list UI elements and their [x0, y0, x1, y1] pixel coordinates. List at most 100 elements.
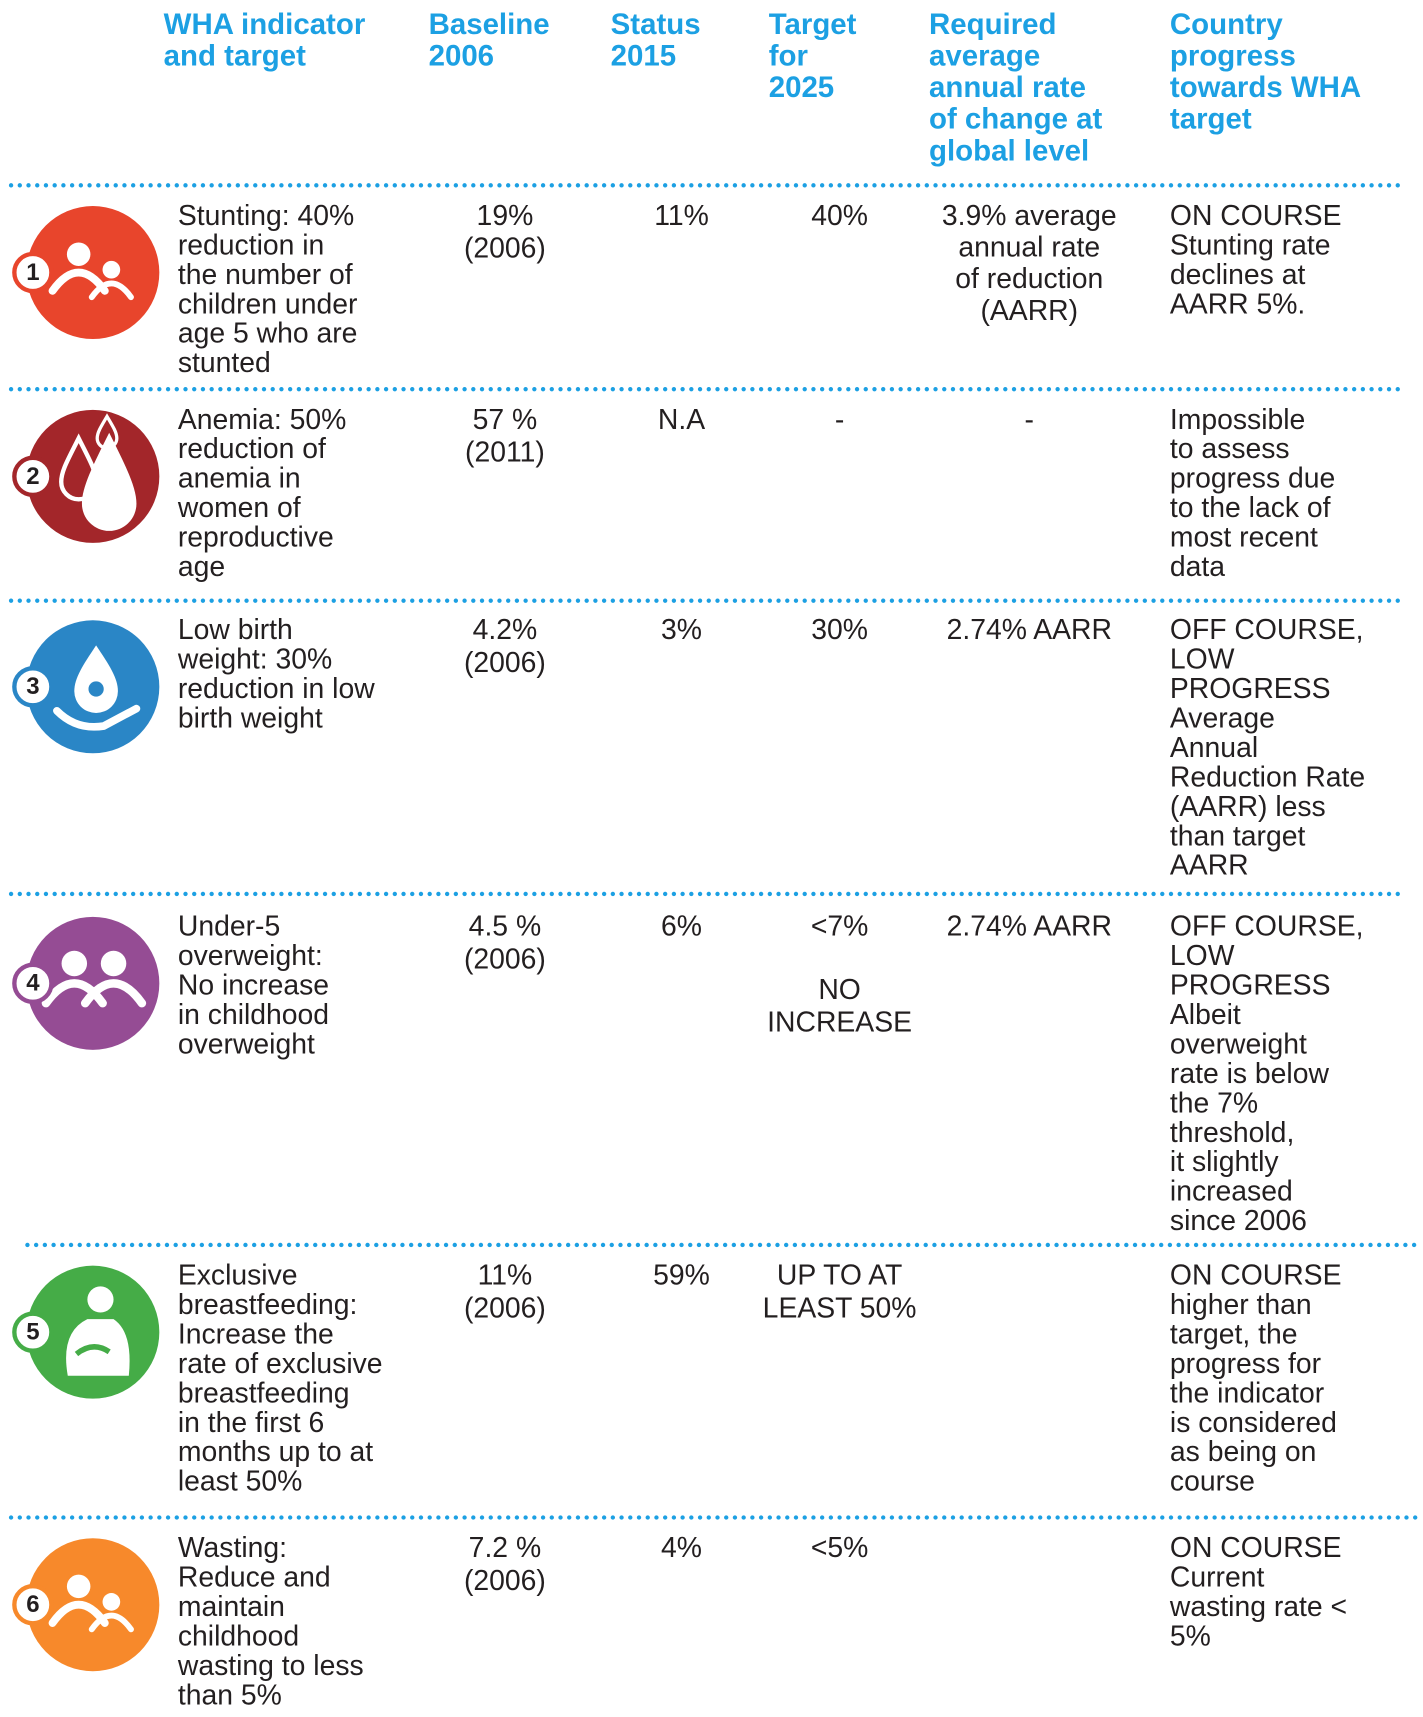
icon-part — [74, 645, 118, 713]
indicator: stunted — [178, 347, 271, 379]
progress: OFF COURSE, — [1170, 614, 1364, 646]
progress: target, the — [1170, 1318, 1298, 1350]
indicator: age 5 who are — [178, 318, 358, 350]
header-label: target — [1170, 103, 1252, 136]
header-label: WHA indicator — [164, 8, 366, 41]
icon-part — [102, 1593, 121, 1611]
progress: LOW — [1170, 644, 1235, 676]
indicator: No increase — [178, 970, 329, 1002]
icon-part — [66, 1574, 91, 1599]
baseline: 4.2% — [473, 614, 538, 646]
baseline: 19% — [477, 200, 534, 232]
progress: rate is below — [1170, 1058, 1330, 1090]
progress: to the lack of — [1170, 492, 1331, 524]
header-label: Country — [1170, 8, 1283, 41]
progress: it slightly — [1170, 1146, 1279, 1178]
indicator: maintain — [178, 1591, 285, 1623]
indicator-icon: 5 — [12, 1265, 160, 1399]
indicator: reduction of — [178, 433, 326, 465]
progress: the indicator — [1170, 1377, 1324, 1409]
progress: than target — [1170, 820, 1306, 852]
row-number: 6 — [26, 1591, 39, 1618]
icon-part — [87, 1286, 114, 1313]
progress: is considered — [1170, 1407, 1337, 1439]
status: 59% — [653, 1260, 710, 1292]
header-label: of change at — [929, 103, 1102, 136]
header-label: for — [769, 39, 808, 72]
icon-part — [80, 979, 147, 1008]
icon-circle — [26, 206, 160, 340]
icon-part — [81, 432, 137, 531]
progress: to assess — [1170, 433, 1290, 465]
progress: AARR 5%. — [1170, 288, 1305, 320]
status: 3% — [661, 614, 702, 646]
indicator: anemia in — [178, 463, 301, 495]
progress: LOW — [1170, 940, 1235, 972]
target-note: NO — [818, 974, 861, 1006]
target: - — [835, 404, 844, 436]
baseline: (2006) — [464, 647, 546, 679]
row-number: 3 — [26, 673, 39, 700]
target: 40% — [811, 200, 868, 232]
indicator: least 50% — [178, 1466, 302, 1498]
progress: course — [1170, 1466, 1255, 1498]
indicator: Wasting: — [178, 1532, 287, 1564]
header-label: 2015 — [611, 39, 676, 72]
icon-part — [88, 1612, 134, 1633]
progress: Reduction Rate — [1170, 761, 1365, 793]
indicator: reproductive — [178, 522, 334, 554]
header-label: average — [929, 39, 1040, 72]
indicator: weight: 30% — [177, 644, 332, 676]
indicator: Reduce and — [178, 1562, 331, 1594]
indicator: than 5% — [178, 1679, 282, 1711]
progress: ON COURSE — [1170, 1260, 1342, 1292]
header-label: and target — [164, 39, 306, 72]
baseline: 57 % — [473, 404, 538, 436]
indicator: overweight: — [178, 940, 323, 972]
progress: AARR — [1170, 850, 1249, 882]
header-label: 2025 — [769, 71, 834, 104]
indicator: childhood — [178, 1620, 299, 1652]
icon-part — [74, 1344, 111, 1357]
row-number: 5 — [26, 1319, 39, 1346]
indicator-icon: 4 — [12, 916, 160, 1050]
progress: 5% — [1170, 1620, 1211, 1652]
number-badge — [12, 962, 54, 1005]
icon-part — [41, 979, 107, 1008]
indicator: reduction in — [178, 229, 324, 261]
row-number: 1 — [26, 259, 39, 286]
indicator: children under — [178, 288, 358, 320]
rate: 3.9% average — [942, 200, 1117, 232]
target: <5% — [811, 1532, 869, 1564]
baseline: (2006) — [464, 1565, 546, 1597]
row-number: 2 — [26, 463, 39, 490]
progress: Impossible — [1170, 404, 1305, 436]
progress: as being on — [1170, 1436, 1316, 1468]
indicator: Increase the — [178, 1318, 334, 1350]
progress: overweight — [1170, 1028, 1307, 1060]
indicator: Anemia: 50% — [178, 404, 346, 436]
progress: ON COURSE — [1170, 200, 1342, 232]
header-label: Status — [611, 8, 701, 41]
progress: higher than — [1170, 1289, 1312, 1321]
status: 4% — [661, 1532, 702, 1564]
status: N.A — [658, 404, 705, 436]
header-label: Required — [929, 8, 1057, 41]
icon-circle — [26, 1538, 160, 1672]
number-badge — [12, 666, 54, 708]
baseline: 7.2 % — [469, 1532, 541, 1564]
indicator-icon: 6 — [12, 1538, 160, 1672]
indicator: birth weight — [178, 703, 323, 735]
number-badge — [12, 251, 54, 294]
progress: progress for — [1170, 1348, 1321, 1380]
icon-part — [61, 950, 88, 977]
progress: threshold, — [1170, 1117, 1294, 1149]
progress: (AARR) less — [1170, 791, 1326, 823]
progress: Annual — [1170, 732, 1258, 764]
icon-part — [66, 242, 91, 266]
icon-part — [53, 704, 141, 731]
target: <7% — [811, 911, 869, 943]
header-label: Target — [769, 8, 857, 41]
baseline: (2006) — [464, 1292, 546, 1324]
